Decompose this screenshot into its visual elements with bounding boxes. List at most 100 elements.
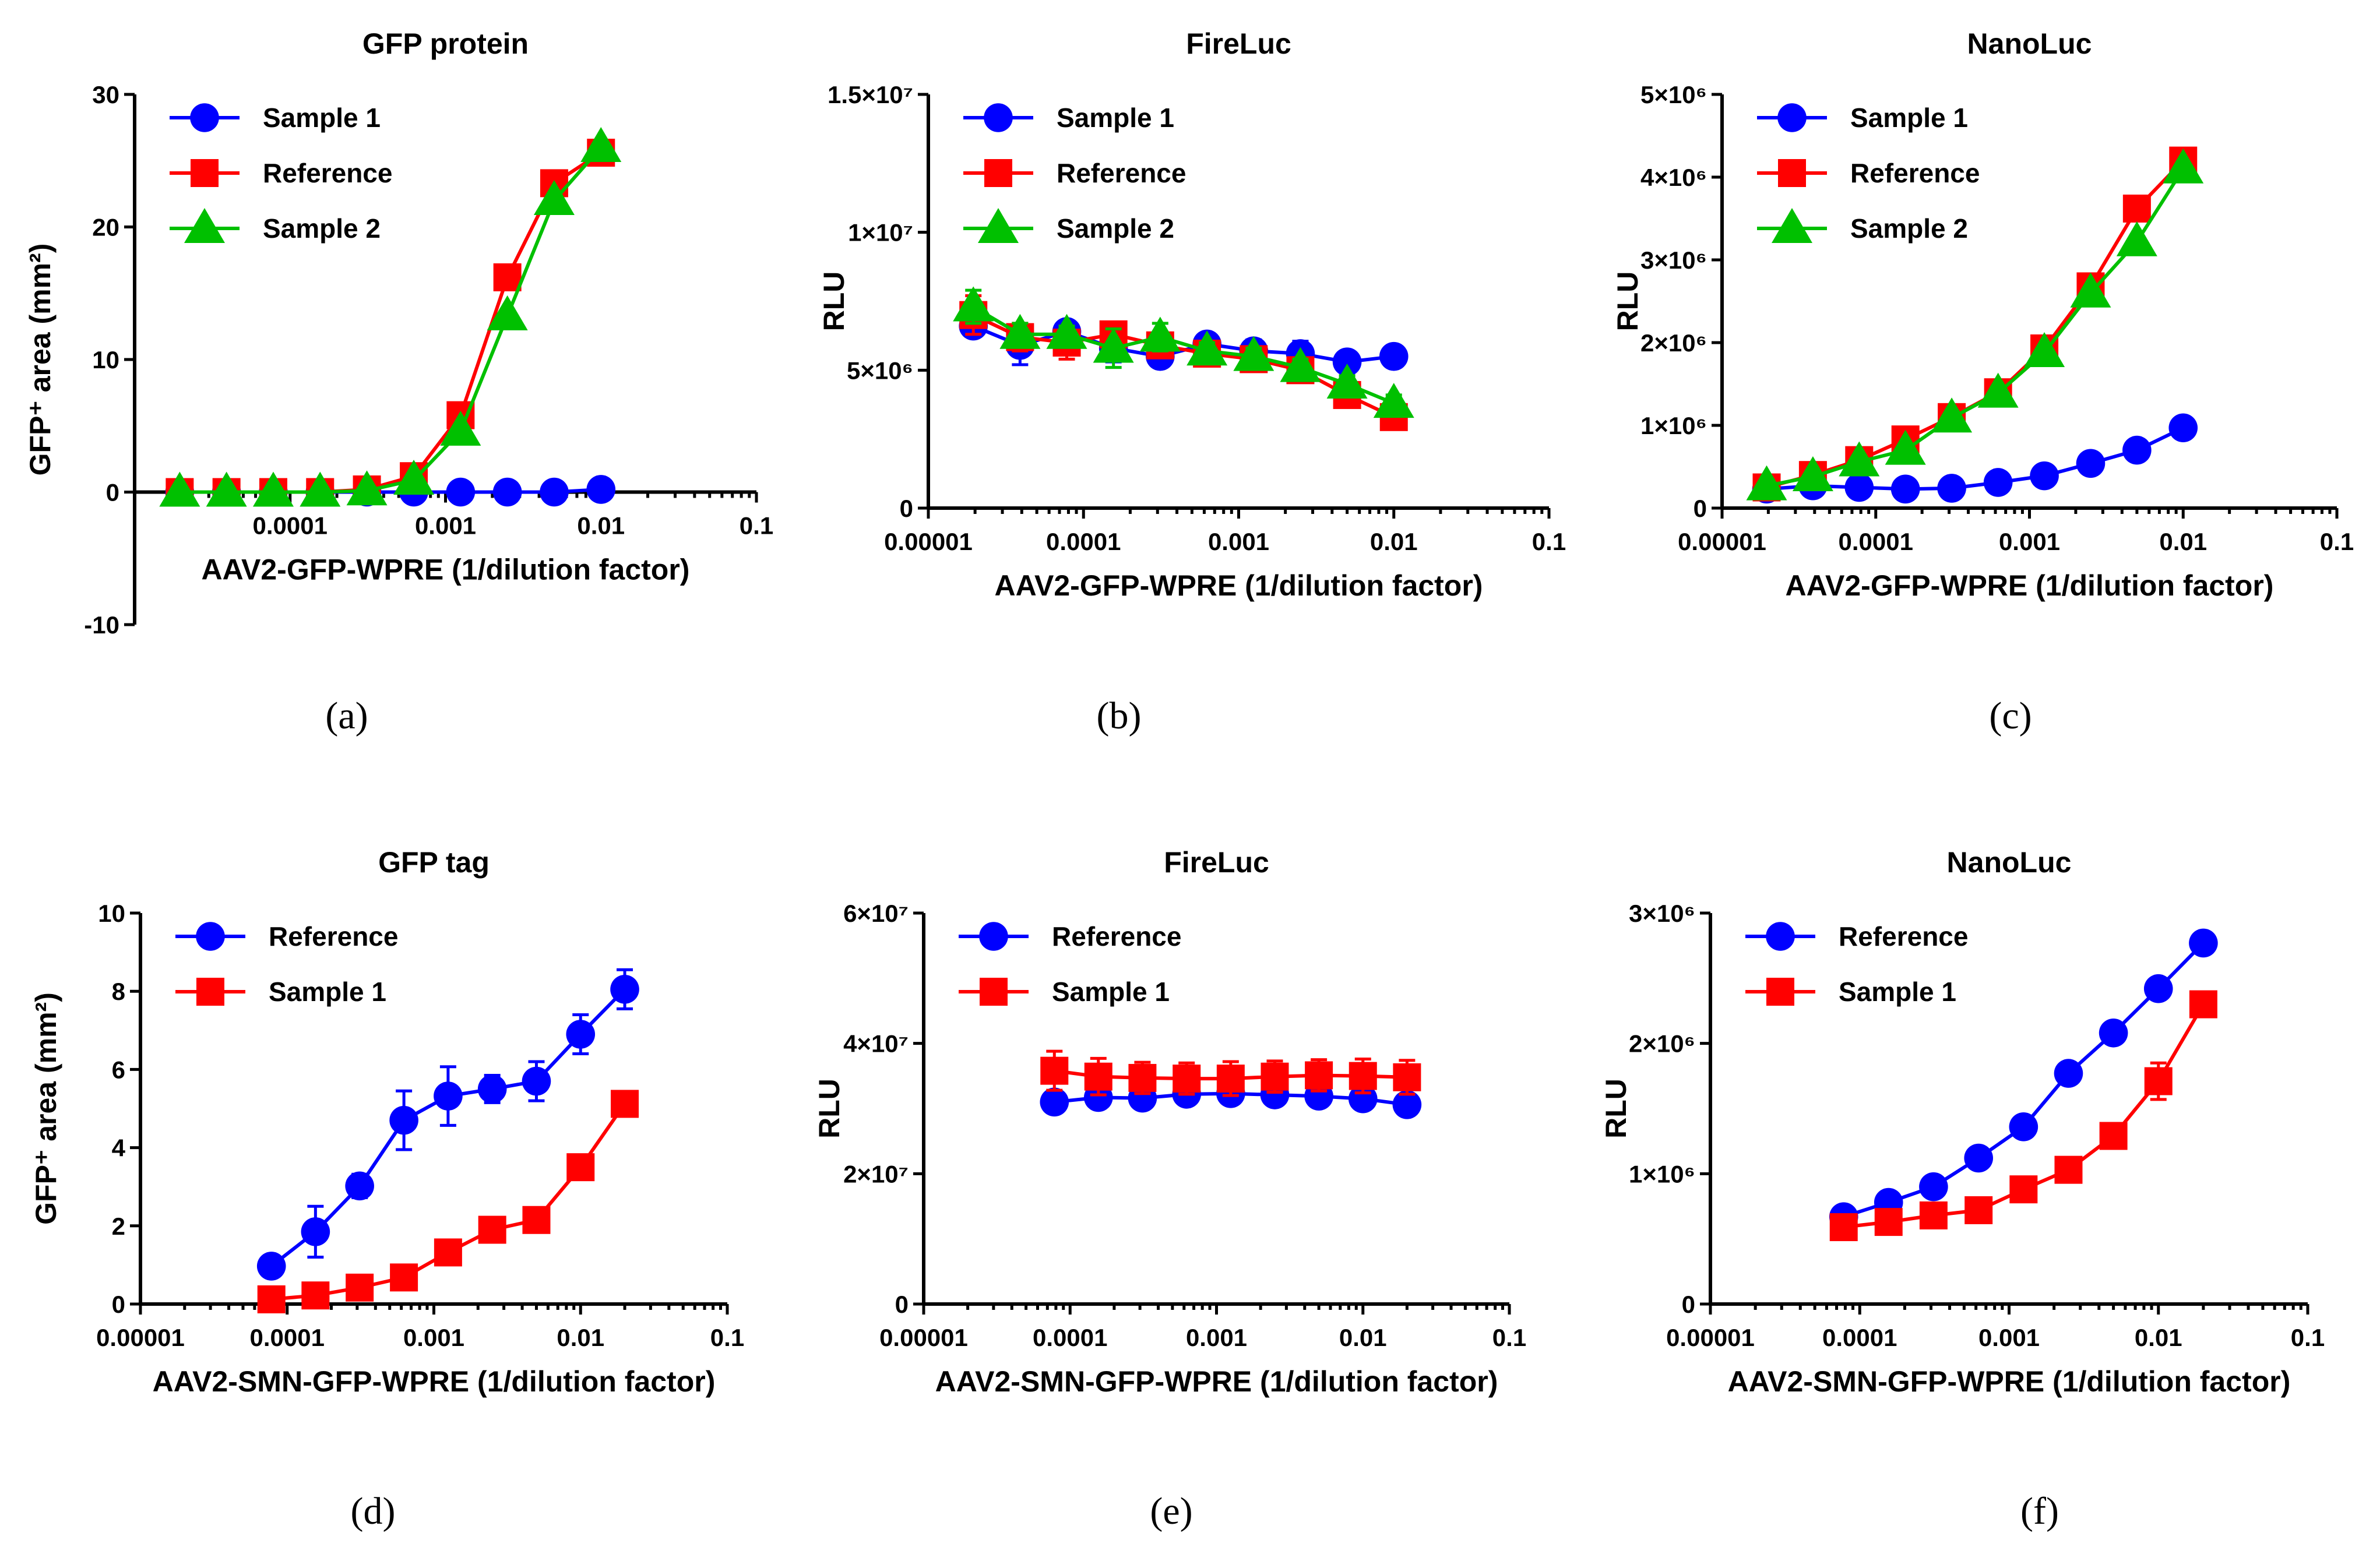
x-tick-label: 0.001 [1208, 528, 1269, 555]
panel-c: NanoLuc 0 1×10⁶ 2×10⁶ 3×10⁶ 4×10⁶ 5×10⁶ 0.00001… [1611, 27, 2354, 737]
data-point [580, 127, 622, 162]
x-tick-label: 0.001 [1186, 1324, 1247, 1351]
data-point [1890, 474, 1920, 504]
data-point [300, 471, 341, 507]
data-point [1746, 465, 1787, 501]
series-line [271, 1102, 626, 1301]
y-tick-label: 1.5×10⁷ [828, 81, 913, 108]
data-point [2144, 1067, 2173, 1095]
x-tick-label: 0.01 [577, 512, 625, 540]
data-point [1040, 1056, 1069, 1085]
data-point [301, 1281, 330, 1310]
data-point [446, 477, 476, 507]
x-tick-label: 0.00001 [884, 528, 973, 555]
legend-marker [196, 922, 225, 951]
data-point [1392, 1090, 1422, 1119]
series-line [179, 151, 602, 494]
data-point [1280, 347, 1321, 382]
x-axis-label: AAV2-GFP-WPRE (1/dilution factor) [202, 554, 690, 586]
data-point [1139, 316, 1181, 352]
data-point [2163, 148, 2204, 184]
y-tick-label: 3×10⁶ [1629, 900, 1695, 927]
data-point [487, 295, 528, 330]
data-point [1874, 1208, 1903, 1236]
series-sample-2 [953, 286, 1414, 418]
data-point [1128, 1063, 1157, 1092]
y-tick-label: 0 [900, 495, 913, 522]
x-tick-label: 0.001 [1978, 1324, 2040, 1351]
data-point [1792, 456, 1833, 492]
y-tick-label: 1×10⁷ [848, 219, 913, 246]
data-point [1829, 1213, 1858, 1242]
x-tick-label: 0.01 [1339, 1324, 1387, 1351]
legend-label: Sample 1 [1850, 103, 1968, 133]
x-tick-label: 0.01 [1370, 528, 1418, 555]
data-point [2099, 1122, 2128, 1150]
data-point [1173, 1065, 1201, 1093]
data-point [2116, 221, 2157, 256]
data-point [1040, 1087, 1069, 1117]
panel-tag: (d) [351, 1490, 396, 1532]
y-tick-label: 5×10⁶ [1640, 81, 1707, 108]
chart-title: NanoLuc [1947, 846, 2072, 879]
data-point [346, 1273, 374, 1302]
x-axis-label: AAV2-SMN-GFP-WPRE (1/dilution factor) [935, 1365, 1498, 1398]
y-tick-label: 30 [92, 81, 119, 108]
y-tick-label: 1×10⁶ [1629, 1160, 1695, 1188]
x-tick-label: 0.0001 [1046, 528, 1121, 555]
data-point [478, 1215, 506, 1244]
data-point [1233, 336, 1275, 371]
x-tick-label: 0.001 [1999, 528, 2060, 555]
data-point [2076, 449, 2106, 478]
y-tick-label: 0 [1682, 1291, 1695, 1318]
series-sample-2 [1746, 148, 2204, 501]
y-tick-label: 4×10⁶ [1640, 164, 1707, 191]
legend-label: Sample 1 [1052, 977, 1170, 1007]
legend-marker [984, 159, 1012, 187]
data-point [2122, 435, 2152, 465]
x-tick-label: 0.1 [740, 512, 773, 540]
series-line [972, 305, 1395, 405]
chart-title: FireLuc [1186, 27, 1291, 60]
x-tick-label: 0.1 [2291, 1324, 2325, 1351]
x-tick-label: 0.01 [2159, 528, 2207, 555]
y-tick-label: 20 [92, 214, 119, 241]
legend-label: Sample 1 [1839, 977, 1956, 1007]
series-reference [1829, 928, 2218, 1231]
data-point [492, 477, 522, 507]
x-tick-label: 0.1 [1492, 1324, 1526, 1351]
series-line [1766, 159, 2185, 489]
legend-label: Sample 1 [263, 103, 381, 133]
y-tick-label: 6×10⁷ [843, 900, 909, 927]
data-point [206, 471, 247, 507]
legend-label: Reference [1850, 158, 1980, 188]
y-tick-label: 1×10⁶ [1640, 412, 1707, 439]
y-tick-label: 2×10⁷ [843, 1160, 909, 1188]
legend-marker [1772, 208, 1812, 243]
data-point [1964, 1143, 1993, 1173]
x-tick-label: 0.1 [710, 1324, 744, 1351]
data-point [2168, 413, 2198, 443]
panel-tag: (a) [325, 695, 368, 737]
x-axis-label: AAV2-SMN-GFP-WPRE (1/dilution factor) [1728, 1365, 2291, 1398]
panel-tag: (c) [1989, 695, 2032, 737]
data-point [2009, 1175, 2038, 1204]
data-point [477, 1074, 507, 1104]
data-point [1393, 1063, 1421, 1091]
panel-tag: (f) [2020, 1490, 2059, 1532]
x-tick-label: 0.001 [415, 512, 476, 540]
y-axis-label: RLU [1611, 272, 1644, 332]
chart-title: GFP tag [378, 846, 490, 879]
panel-a: GFP protein -10 0 10 20 30 0.0001 0.001 0.01 0.1 A… [24, 27, 773, 737]
data-point [1326, 364, 1368, 399]
x-tick-label: 0.00001 [1678, 528, 1766, 555]
data-point [2189, 990, 2217, 1019]
legend-label: Sample 1 [1057, 103, 1174, 133]
data-point [1844, 473, 1874, 502]
data-point [389, 1105, 418, 1135]
data-point [1349, 1062, 1377, 1090]
x-tick-label: 0.00001 [879, 1324, 968, 1351]
y-tick-label: 2×10⁶ [1640, 329, 1707, 357]
data-point [440, 410, 481, 446]
